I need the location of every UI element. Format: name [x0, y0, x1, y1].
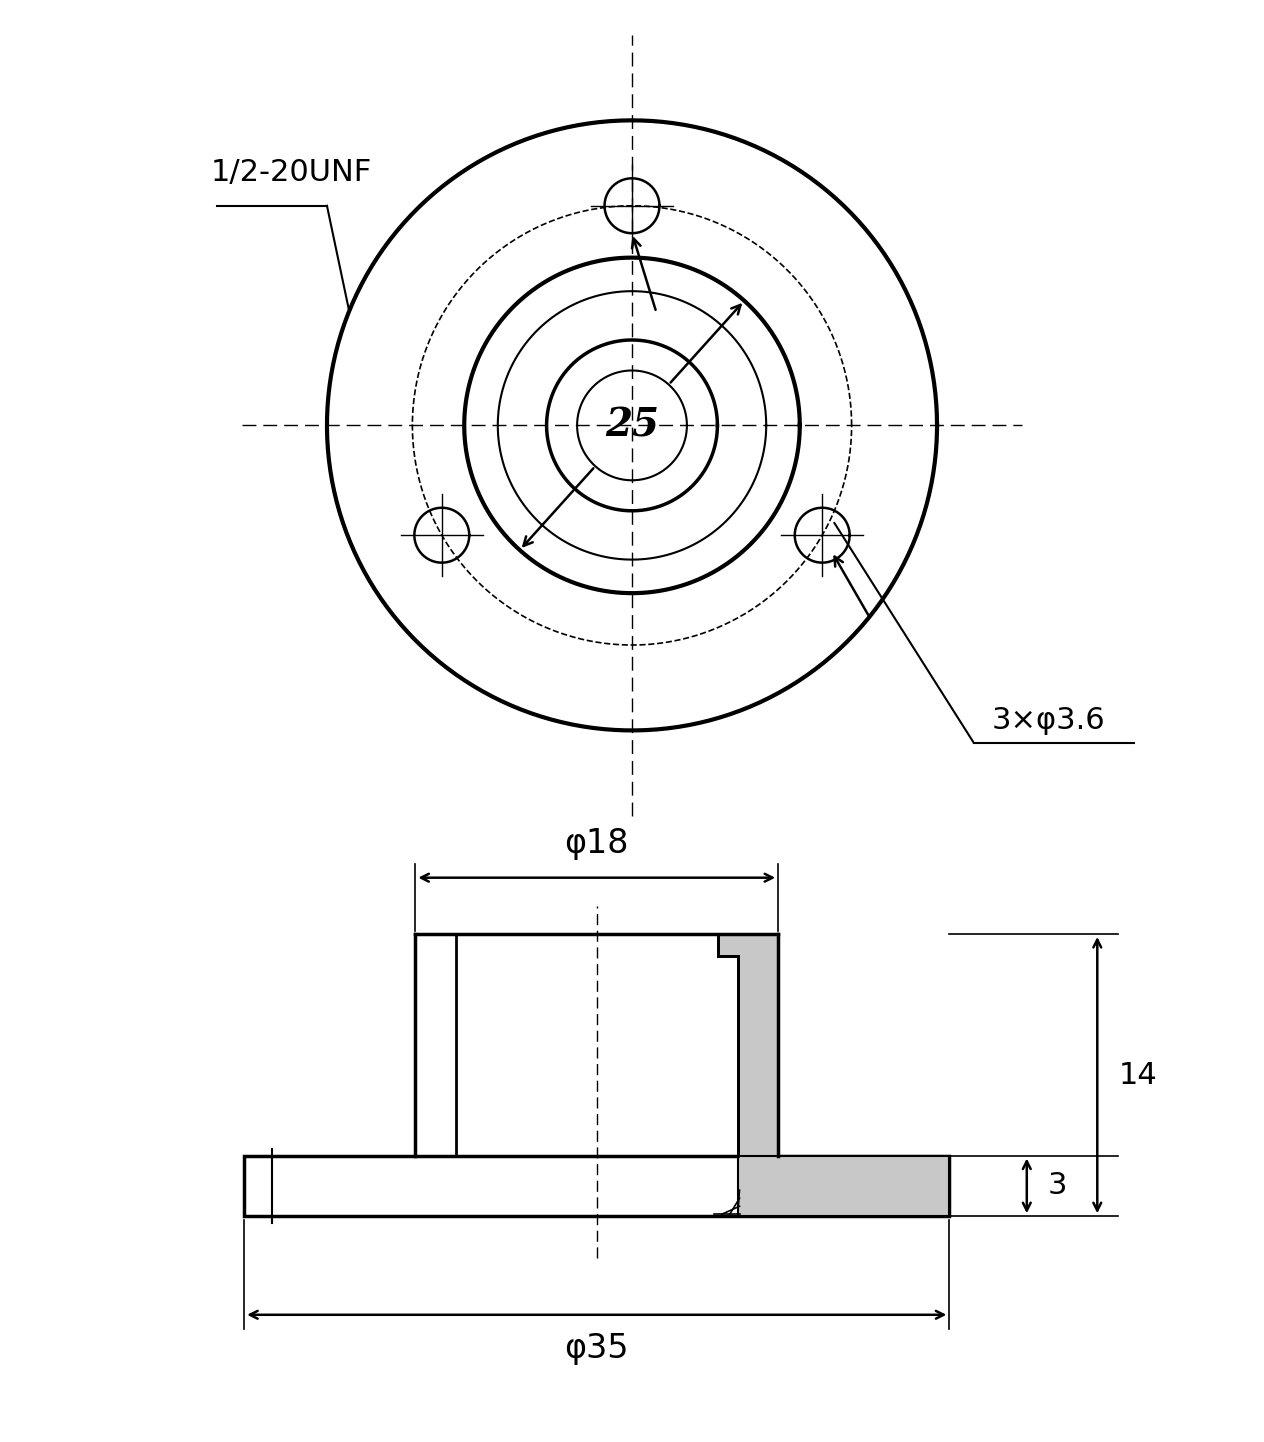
- Text: 14: 14: [1119, 1061, 1157, 1090]
- Polygon shape: [738, 1155, 949, 1216]
- Text: φ18: φ18: [565, 828, 629, 859]
- Bar: [244, 1155, 949, 1216]
- Text: 1/2-20UNF: 1/2-20UNF: [211, 159, 373, 187]
- Text: φ35: φ35: [565, 1332, 629, 1366]
- Text: 3: 3: [1048, 1171, 1067, 1200]
- Polygon shape: [718, 934, 779, 1155]
- Text: 3×φ3.6: 3×φ3.6: [992, 707, 1106, 735]
- Text: 25: 25: [605, 407, 659, 444]
